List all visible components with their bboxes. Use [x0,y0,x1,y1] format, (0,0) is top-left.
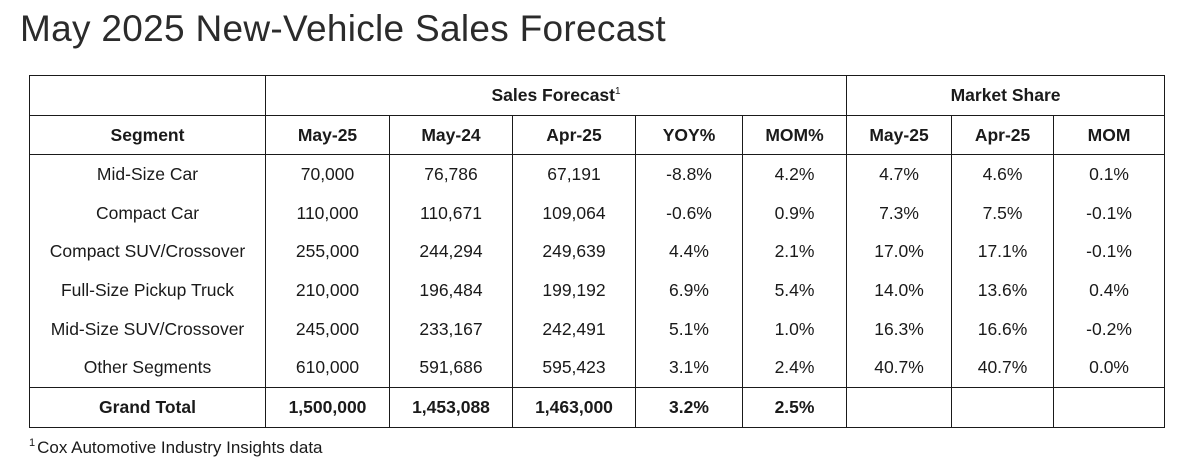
total-cell-empty [1053,387,1165,428]
footnote-text: Cox Automotive Industry Insights data [37,438,323,457]
table-cell: 249,639 [512,232,636,272]
column-header-share-apr-25: Apr-25 [951,115,1054,155]
table-cell: 5.4% [741,271,847,310]
table-cell: 591,686 [389,348,513,388]
table-cell: 16.6% [951,309,1054,349]
table-cell: 255,000 [265,232,390,272]
table-cell: 244,294 [389,232,513,272]
total-cell-empty [951,387,1054,428]
table-cell: 233,167 [389,309,513,349]
column-header-row: Segment May-25 May-24 Apr-25 YOY% MOM% M… [29,115,1165,155]
table-cell: 110,000 [265,193,390,233]
table-cell: 0.1% [1053,154,1165,194]
table-cell: 67,191 [512,154,636,194]
segment-cell: Compact SUV/Crossover [49,241,246,262]
column-header-mom-pct: MOM% [741,115,847,155]
column-header-apr-25: Apr-25 [512,115,636,155]
table-cell: 5.1% [635,309,743,349]
table-cell: 4.2% [741,154,847,194]
table-cell: 13.6% [951,271,1054,310]
table-cell: 40.7% [846,348,952,388]
table-cell: 0.9% [741,193,847,233]
table-cell: 3.1% [635,348,743,388]
table-cell: 4.4% [635,232,743,272]
column-header-yoy: YOY% [635,115,743,155]
table-row: Other Segments 610,000 591,686 595,423 3… [30,348,1165,388]
grand-total-label: Grand Total [29,387,266,428]
grand-total-row: Grand Total 1,500,000 1,453,088 1,463,00… [29,387,1165,428]
column-header-segment: Segment [29,115,266,155]
footnote-marker: 1 [29,437,36,450]
table-cell: 199,192 [512,271,636,310]
segment-cell: Mid-Size Car [96,163,199,184]
column-header-share-may-25: May-25 [846,115,952,155]
table-cell: 40.7% [951,348,1054,388]
table-cell: 70,000 [265,154,390,194]
table-cell: 1.0% [741,309,847,349]
segment-cell: Full-Size Pickup Truck [60,279,235,300]
group-header-sales-forecast: Sales Forecast1 [264,75,847,116]
table-cell: 7.5% [951,193,1054,233]
segment-cell: Other Segments [83,357,212,378]
column-header-share-mom: MOM [1053,115,1165,155]
table-cell: 6.9% [635,271,743,310]
table-row: Compact SUV/Crossover 255,000 244,294 24… [30,232,1165,272]
table-cell: -0.6% [635,193,743,233]
segment-cell: Mid-Size SUV/Crossover [50,318,245,339]
table-cell: 245,000 [265,309,390,349]
table-row: Mid-Size SUV/Crossover 245,000 233,167 2… [30,309,1165,349]
footnote: 1 Cox Automotive Industry Insights data [29,438,323,458]
table-cell: 109,064 [512,193,636,233]
sales-forecast-label: Sales Forecast [491,85,615,105]
table-cell: 610,000 [265,348,390,388]
table-cell: -8.8% [635,154,743,194]
page-title: May 2025 New-Vehicle Sales Forecast [20,8,666,49]
table-cell: 0.4% [1053,271,1165,310]
table-cell: 7.3% [846,193,952,233]
total-cell: 1,463,000 [512,387,636,428]
table-cell: 14.0% [846,271,952,310]
table-cell: -0.1% [1053,193,1165,233]
table-row: Compact Car 110,000 110,671 109,064 -0.6… [30,193,1165,233]
sales-forecast-table: Sales Forecast1 Market Share Segment May… [29,75,1166,429]
table-cell: 0.0% [1053,348,1165,388]
table-cell: 242,491 [512,309,636,349]
table-cell: 76,786 [389,154,513,194]
table-cell: 210,000 [265,271,390,310]
total-cell: 2.5% [741,387,847,428]
footnote-marker: 1 [615,86,621,98]
table-cell: 196,484 [389,271,513,310]
column-header-may-25: May-25 [265,115,390,155]
table-row: Mid-Size Car 70,000 76,786 67,191 -8.8% … [30,154,1165,194]
group-header-market-share: Market Share [846,75,1165,116]
table-cell: 16.3% [846,309,952,349]
table-cell: 4.7% [846,154,952,194]
table-cell: 4.6% [951,154,1054,194]
total-cell: 3.2% [635,387,743,428]
column-header-may-24: May-24 [389,115,513,155]
table-cell: 110,671 [389,193,513,233]
table-cell: 2.1% [741,232,847,272]
total-cell-empty [846,387,952,428]
segment-cell: Compact Car [95,202,200,223]
table-cell: -0.2% [1053,309,1165,349]
table-cell: -0.1% [1053,232,1165,272]
table-cell: 595,423 [512,348,636,388]
table-cell: 2.4% [741,348,847,388]
group-header-row: Sales Forecast1 Market Share [29,75,1165,116]
total-cell: 1,453,088 [389,387,513,428]
table-cell: 17.1% [951,232,1054,272]
table-cell: 17.0% [846,232,952,272]
total-cell: 1,500,000 [265,387,390,428]
group-header-empty [29,75,266,116]
table-row: Full-Size Pickup Truck 210,000 196,484 1… [30,271,1165,310]
